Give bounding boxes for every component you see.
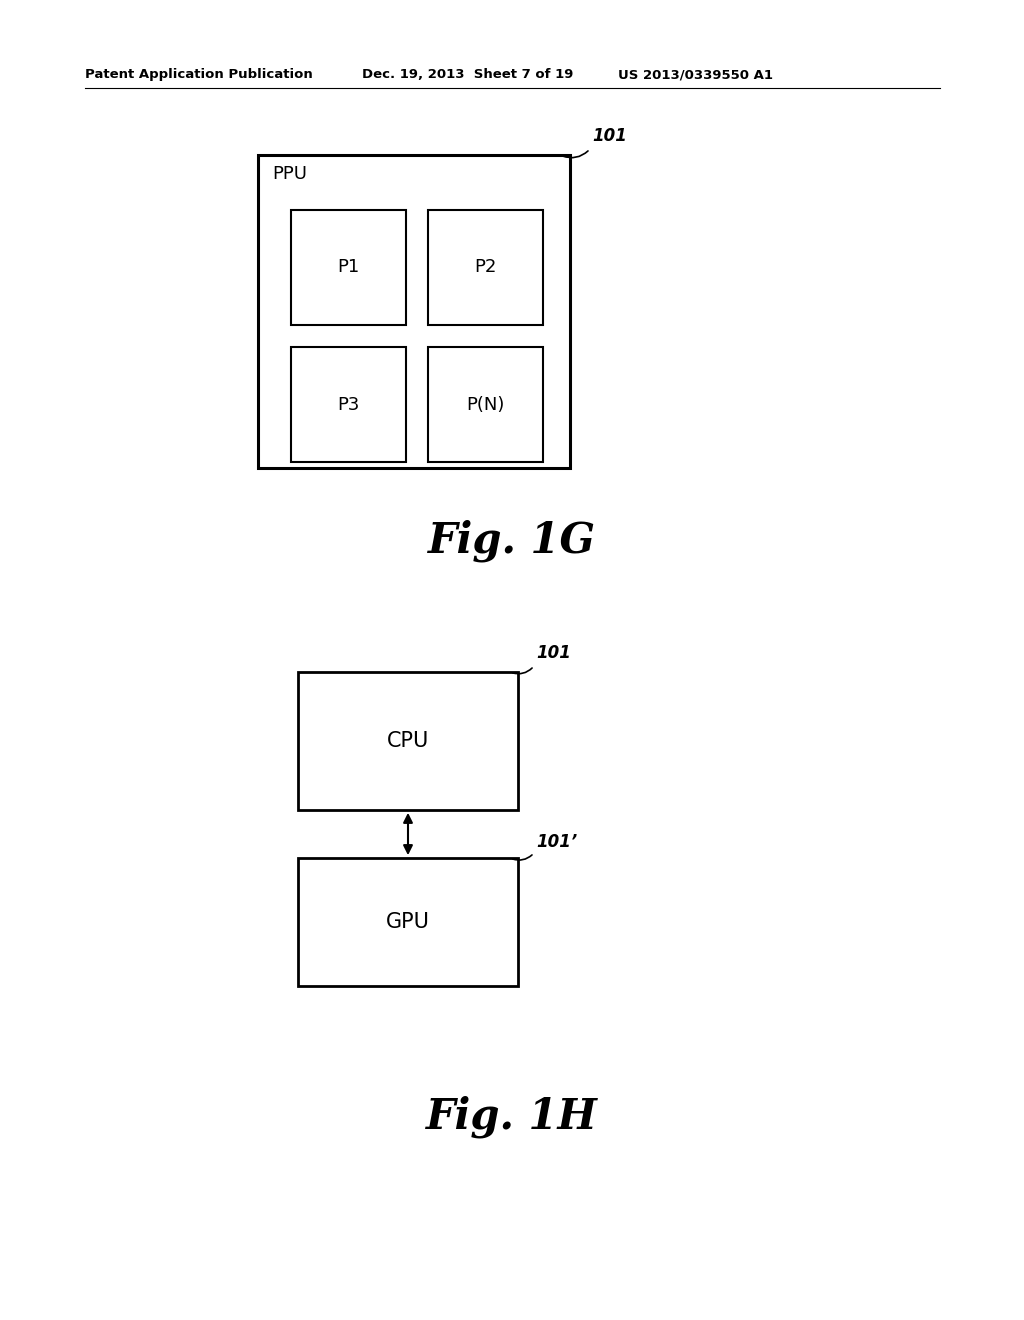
Text: P(N): P(N) bbox=[466, 396, 505, 413]
Text: P3: P3 bbox=[337, 396, 359, 413]
Text: P2: P2 bbox=[474, 259, 497, 276]
Text: 101: 101 bbox=[592, 127, 627, 145]
Text: 101: 101 bbox=[536, 644, 570, 663]
Text: GPU: GPU bbox=[386, 912, 430, 932]
Bar bbox=[298, 672, 518, 810]
Text: PPU: PPU bbox=[272, 165, 307, 183]
Text: Fig. 1G: Fig. 1G bbox=[428, 520, 596, 562]
Bar bbox=[298, 858, 518, 986]
Text: US 2013/0339550 A1: US 2013/0339550 A1 bbox=[618, 69, 773, 81]
Bar bbox=[291, 347, 406, 462]
Bar bbox=[428, 347, 543, 462]
Text: 101’: 101’ bbox=[536, 833, 578, 851]
Bar bbox=[428, 210, 543, 325]
Text: P1: P1 bbox=[337, 259, 359, 276]
Text: Dec. 19, 2013  Sheet 7 of 19: Dec. 19, 2013 Sheet 7 of 19 bbox=[362, 69, 573, 81]
Text: CPU: CPU bbox=[387, 731, 429, 751]
Bar bbox=[258, 154, 570, 469]
Bar bbox=[291, 210, 406, 325]
Text: Fig. 1H: Fig. 1H bbox=[426, 1096, 598, 1138]
Text: Patent Application Publication: Patent Application Publication bbox=[85, 69, 312, 81]
